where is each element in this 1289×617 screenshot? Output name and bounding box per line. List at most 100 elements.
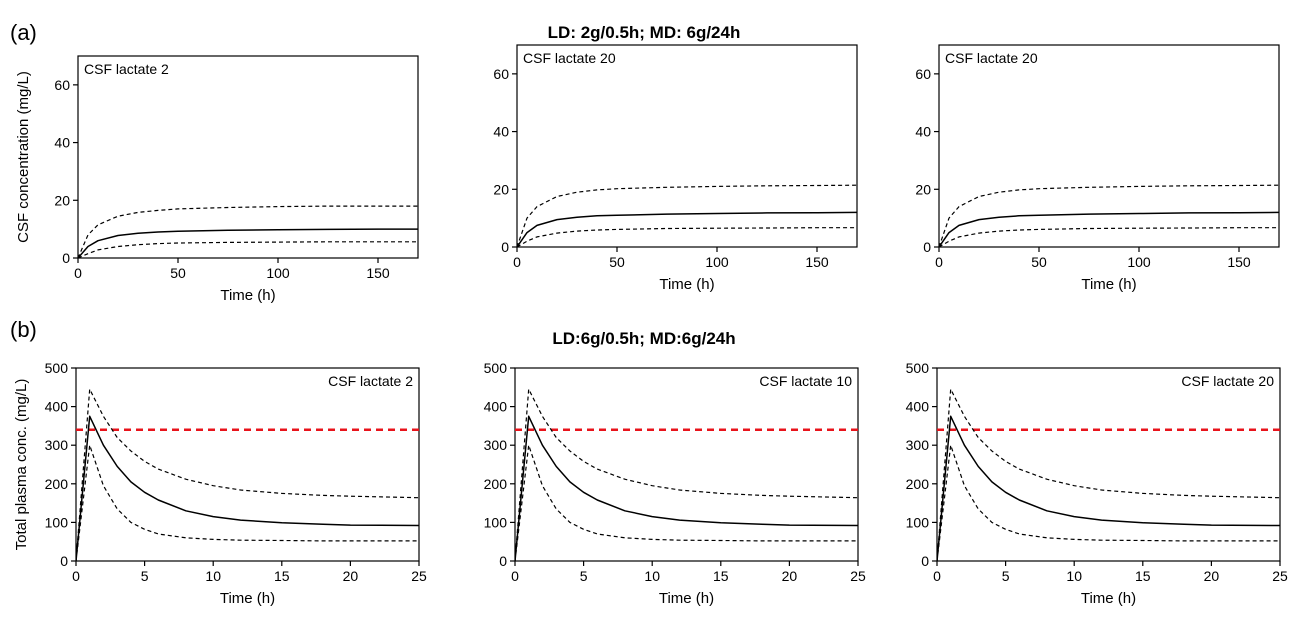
x-axis-label: Time (h) — [659, 276, 714, 293]
x-axis-label: Time (h) — [220, 590, 275, 607]
y-axis-label: CSF concentration (mg/L) — [15, 71, 32, 243]
x-axis-label: Time (h) — [1081, 276, 1136, 293]
plot-frame — [75, 367, 420, 562]
x-tick-label: 20 — [782, 568, 798, 584]
chart-1: 0 50 100 150 0 20 40 60 Time (h) CSF concentratio… — [15, 55, 419, 304]
series-median-line — [78, 228, 418, 258]
series-interval-line — [76, 388, 419, 561]
series-interval-line — [939, 227, 1279, 247]
chart-5: 0 5 10 15 20 25 0 100 200 300 400 500 Time (h) CSF la… — [484, 360, 866, 607]
x-tick-label: 50 — [1031, 254, 1047, 270]
x-tick-label: 100 — [1127, 254, 1151, 270]
y-tick-label: 40 — [54, 135, 70, 151]
x-tick-label: 20 — [343, 568, 359, 584]
x-tick-label: 150 — [1227, 254, 1251, 270]
plot-frame — [516, 44, 858, 248]
x-tick-label: 10 — [1066, 568, 1082, 584]
x-tick-label: 25 — [411, 568, 427, 584]
panel-title: CSF lactate 2 — [84, 61, 169, 77]
series-interval-line — [939, 184, 1279, 247]
x-tick-label: 150 — [805, 254, 829, 270]
y-tick-label: 400 — [906, 399, 930, 415]
x-tick-label: 5 — [580, 568, 588, 584]
panel-a-label: (a) — [10, 20, 37, 45]
y-tick-label: 200 — [906, 476, 930, 492]
y-tick-label: 300 — [906, 437, 930, 453]
x-tick-label: 100 — [266, 265, 290, 281]
chart-4: 0 5 10 15 20 25 0 100 200 300 400 500 Time (h) Total … — [13, 360, 427, 607]
y-tick-label: 300 — [45, 437, 69, 453]
y-axis-label: Total plasma conc. (mg/L) — [13, 379, 30, 551]
x-tick-label: 50 — [609, 254, 625, 270]
y-tick-label: 0 — [62, 250, 70, 266]
x-tick-label: 0 — [935, 254, 943, 270]
panel-title: CSF lactate 20 — [523, 50, 616, 66]
y-tick-label: 40 — [493, 124, 509, 140]
x-tick-label: 20 — [1204, 568, 1220, 584]
y-tick-label: 60 — [54, 77, 70, 93]
y-tick-label: 0 — [921, 553, 929, 569]
series-interval-line — [937, 388, 1280, 561]
y-tick-label: 500 — [45, 360, 69, 376]
y-tick-label: 0 — [923, 239, 931, 255]
plot-frame — [938, 44, 1280, 248]
x-axis-label: Time (h) — [220, 287, 275, 304]
series-median-line — [517, 211, 857, 247]
series-interval-line — [517, 227, 857, 247]
x-tick-label: 5 — [141, 568, 149, 584]
panel-b-label: (b) — [10, 317, 37, 342]
series-interval-line — [78, 241, 418, 258]
row-a-title: LD: 2g/0.5h; MD: 6g/24h — [548, 23, 741, 42]
x-tick-label: 15 — [274, 568, 290, 584]
plot-frame — [77, 55, 419, 259]
x-tick-label: 15 — [713, 568, 729, 584]
series-interval-line — [515, 444, 858, 561]
x-tick-label: 0 — [933, 568, 941, 584]
x-tick-label: 15 — [1135, 568, 1151, 584]
series-median-line — [515, 415, 858, 561]
y-tick-label: 300 — [484, 437, 508, 453]
y-tick-label: 200 — [484, 476, 508, 492]
series-interval-line — [515, 388, 858, 561]
y-tick-label: 20 — [493, 181, 509, 197]
y-tick-label: 20 — [54, 192, 70, 208]
series-interval-line — [517, 184, 857, 247]
series-interval-line — [937, 444, 1280, 561]
x-tick-label: 10 — [644, 568, 660, 584]
x-tick-label: 5 — [1002, 568, 1010, 584]
x-tick-label: 0 — [72, 568, 80, 584]
series-interval-line — [76, 444, 419, 561]
chart-6: 0 5 10 15 20 25 0 100 200 300 400 500 Time (h) CSF la… — [906, 360, 1288, 607]
x-tick-label: 0 — [513, 254, 521, 270]
panel-title: CSF lactate 10 — [759, 373, 852, 389]
chart-3: 0 50 100 150 0 20 40 60 Time (h) CSF lactate 20 — [915, 44, 1280, 293]
x-tick-label: 25 — [850, 568, 866, 584]
y-tick-label: 100 — [906, 514, 930, 530]
x-tick-label: 25 — [1272, 568, 1288, 584]
y-tick-label: 500 — [484, 360, 508, 376]
panel-title: CSF lactate 20 — [945, 50, 1038, 66]
series-median-line — [937, 415, 1280, 561]
x-axis-label: Time (h) — [659, 590, 714, 607]
x-tick-label: 50 — [170, 265, 186, 281]
y-tick-label: 400 — [484, 399, 508, 415]
x-tick-label: 10 — [205, 568, 221, 584]
y-tick-label: 400 — [45, 399, 69, 415]
panel-title: CSF lactate 2 — [328, 373, 413, 389]
x-tick-label: 100 — [705, 254, 729, 270]
y-tick-label: 20 — [915, 181, 931, 197]
series-median-line — [939, 211, 1279, 247]
y-tick-label: 0 — [501, 239, 509, 255]
x-tick-label: 0 — [511, 568, 519, 584]
y-tick-label: 0 — [60, 553, 68, 569]
series-median-line — [76, 415, 419, 561]
x-tick-label: 150 — [366, 265, 390, 281]
y-tick-label: 100 — [45, 514, 69, 530]
y-tick-label: 0 — [499, 553, 507, 569]
y-tick-label: 200 — [45, 476, 69, 492]
y-tick-label: 60 — [915, 66, 931, 82]
panel-title: CSF lactate 20 — [1181, 373, 1274, 389]
row-b-title: LD:6g/0.5h; MD:6g/24h — [552, 329, 735, 348]
